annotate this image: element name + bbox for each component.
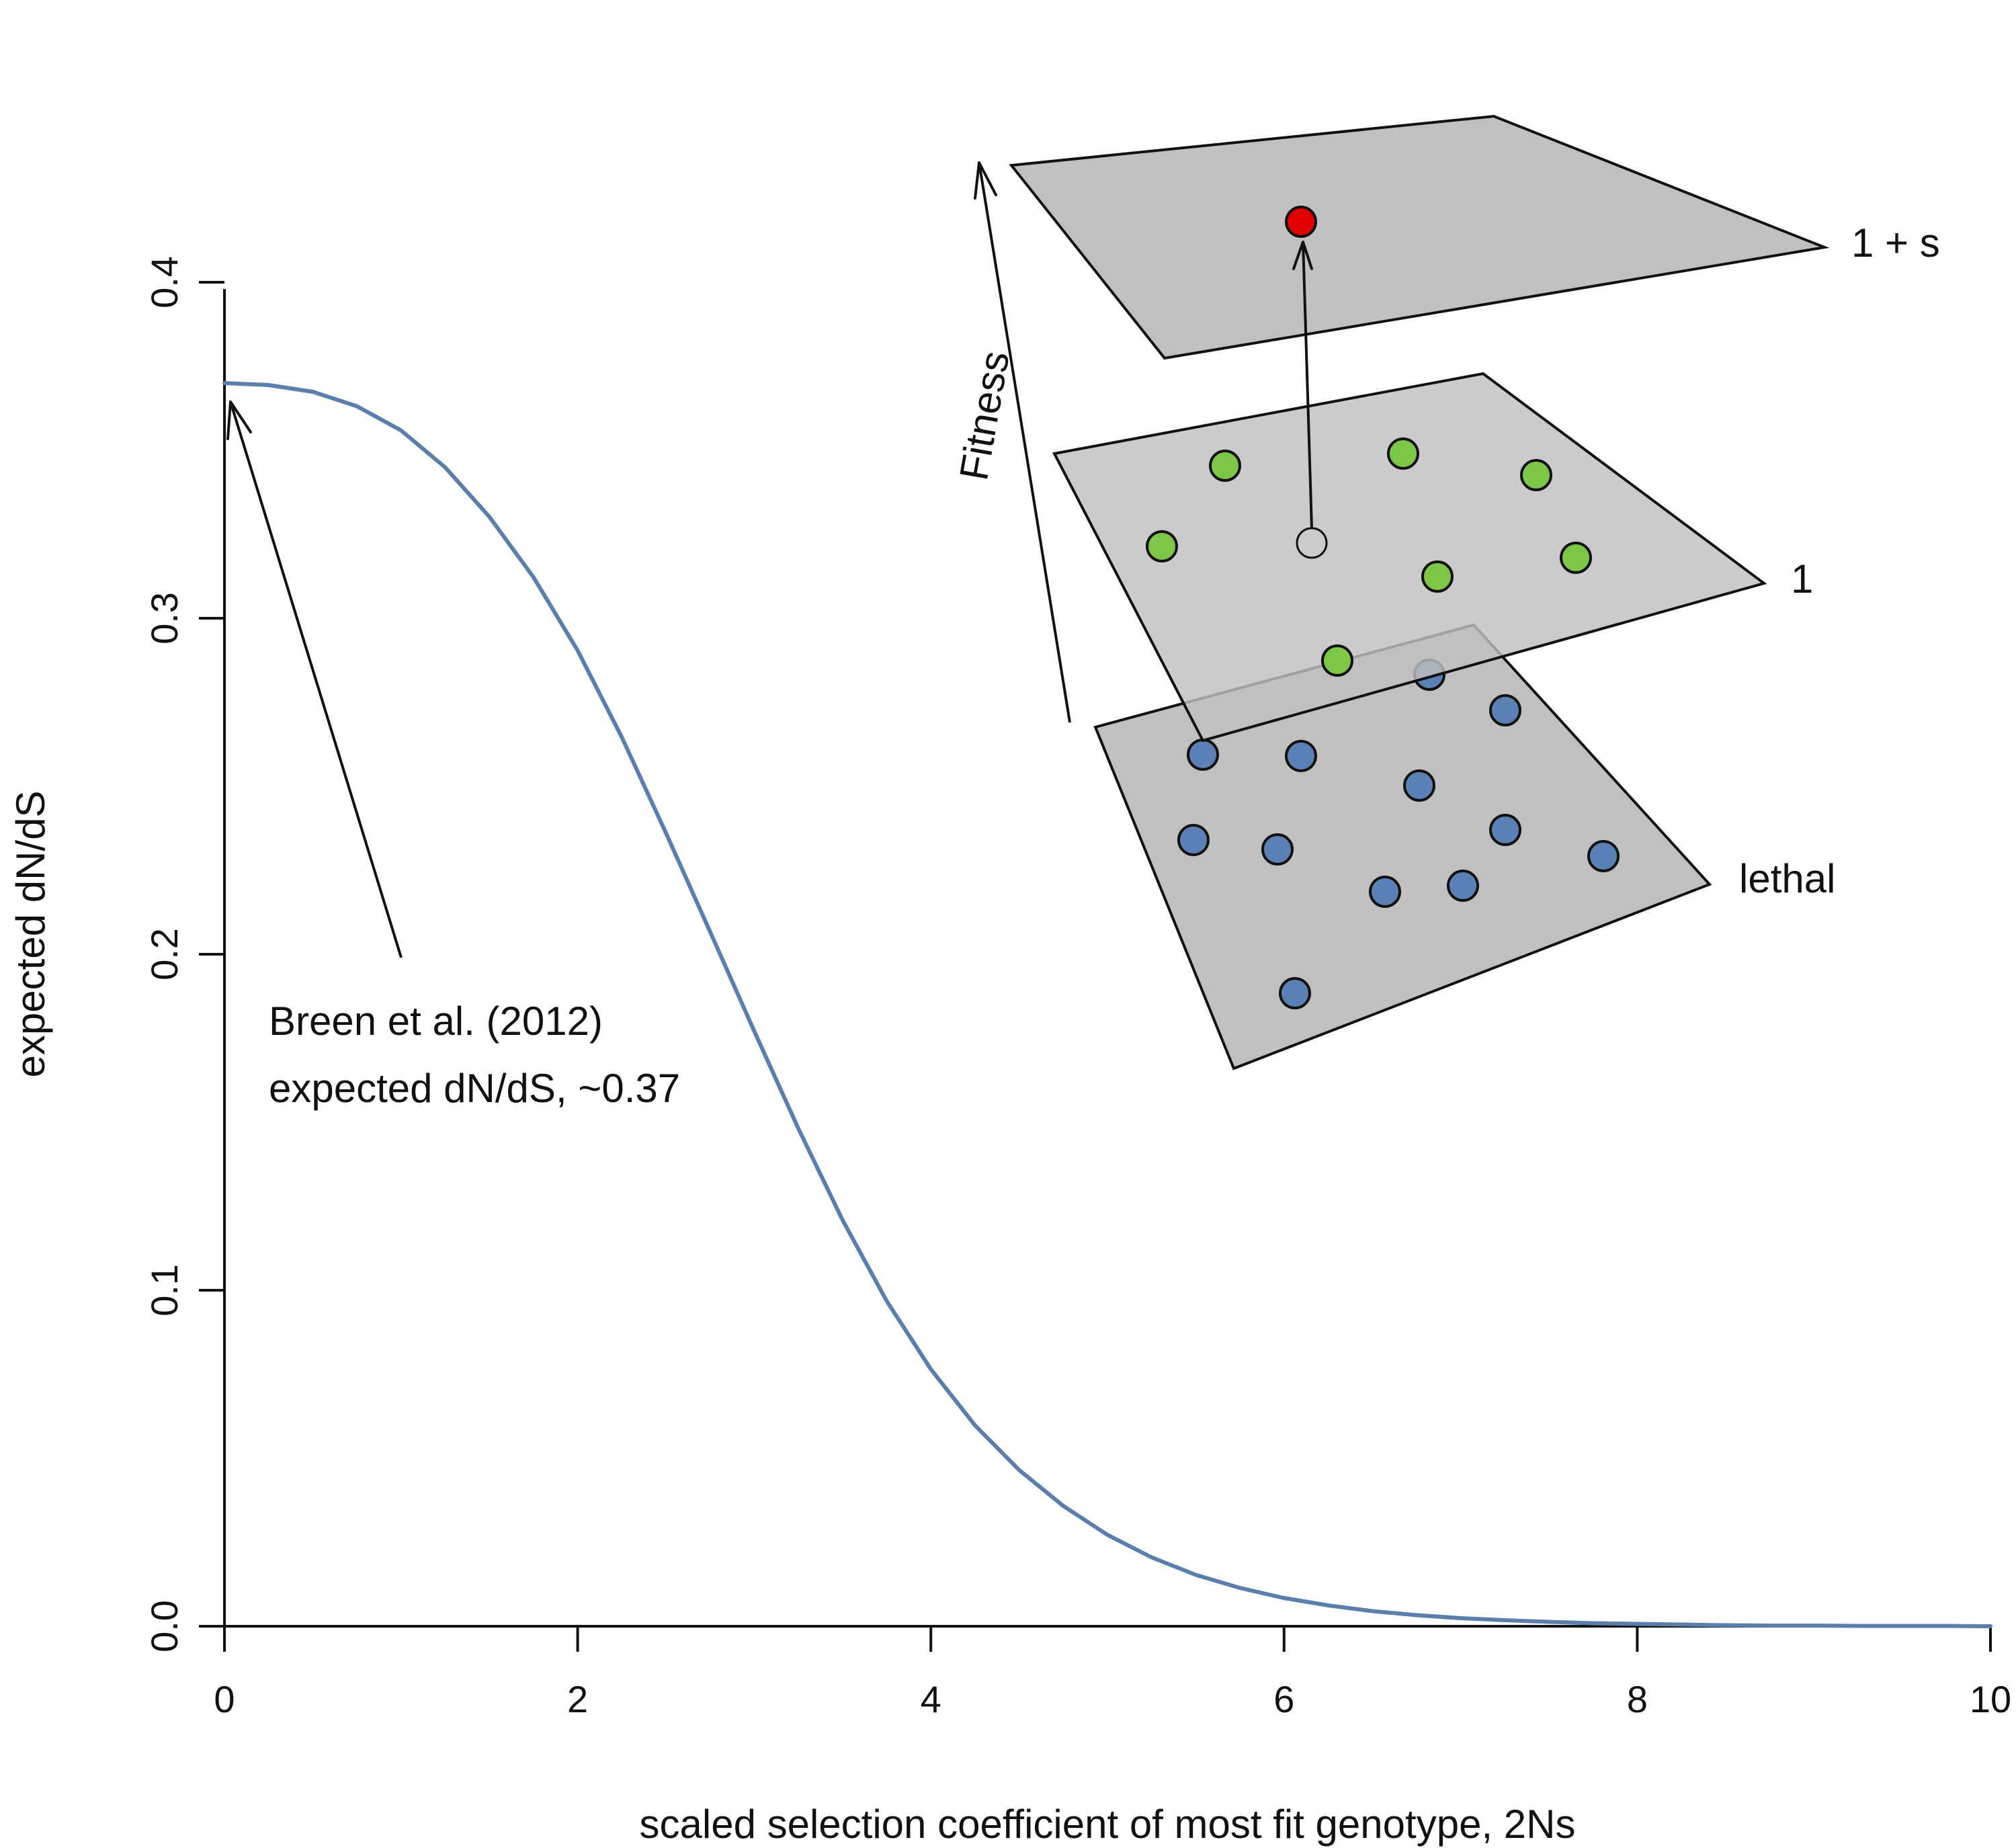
lethal-genotype-dot-5 bbox=[1369, 876, 1401, 908]
main-chart: 0 2 4 6 8 10 0.0 0.1 0.2 0.3 0.4 scaled selection… bbox=[8, 256, 2011, 1847]
fitness-axis-label: Fitness bbox=[951, 347, 1018, 483]
y-tick-label-3: 0.3 bbox=[143, 592, 185, 644]
neutral-genotype-dot-2 bbox=[1520, 459, 1552, 491]
neutral-genotype-dot-4 bbox=[1421, 560, 1454, 593]
x-tick-label-0: 0 bbox=[214, 1678, 235, 1720]
annotation-line-2: expected dN/dS, ~0.37 bbox=[269, 1066, 680, 1111]
lethal-genotype-dot-11 bbox=[1489, 694, 1521, 726]
y-tick-label-4: 0.4 bbox=[143, 256, 185, 308]
neutral-genotype-dot-1 bbox=[1387, 437, 1419, 470]
annotation-arrow-head bbox=[226, 401, 252, 440]
lethal-genotype-dot-6 bbox=[1447, 870, 1479, 902]
mutation-arrow-shaft bbox=[1302, 241, 1313, 529]
lethal-genotype-dot-4 bbox=[1261, 833, 1294, 866]
neutral-genotype-dot-5 bbox=[1560, 542, 1592, 574]
dots-fitness-1 bbox=[1146, 437, 1592, 677]
y-tick-label-0: 0.0 bbox=[143, 1600, 185, 1652]
lethal-genotype-dot-0 bbox=[1187, 739, 1219, 771]
lethal-genotype-dot-9 bbox=[1279, 977, 1311, 1009]
x-tick-label-4: 8 bbox=[1627, 1678, 1648, 1720]
y-tick-label-1: 0.1 bbox=[143, 1264, 185, 1316]
lethal-genotype-dot-7 bbox=[1489, 814, 1521, 846]
plane-fitness-1-plus-s bbox=[1009, 114, 1830, 360]
x-tick-label-5: 10 bbox=[1970, 1678, 2011, 1720]
neutral-genotype-dot-0 bbox=[1209, 450, 1241, 482]
x-tick-label-1: 2 bbox=[567, 1678, 588, 1720]
y-tick-label-2: 0.2 bbox=[143, 928, 185, 980]
fitness-axis-arrow-shaft bbox=[978, 162, 1071, 723]
neutral-genotype-dot-6 bbox=[1321, 644, 1353, 677]
lethal-genotype-dot-8 bbox=[1587, 840, 1620, 872]
annotation-line-1: Breen et al. (2012) bbox=[269, 999, 603, 1044]
layer-label-fitness-1: 1 bbox=[1791, 556, 1813, 601]
x-tick-label-2: 4 bbox=[921, 1678, 941, 1720]
layer-label-lethal: lethal bbox=[1739, 856, 1835, 901]
annotation-arrow-shaft bbox=[229, 401, 403, 958]
y-ticks: 0.0 0.1 0.2 0.3 0.4 bbox=[143, 256, 224, 1652]
lethal-genotype-dot-2 bbox=[1403, 769, 1435, 802]
fitness-landscape-inset: Fitness lethal 1 1 + s bbox=[951, 114, 1940, 1070]
x-axis-title: scaled selection coefficient of most fit… bbox=[640, 1802, 1576, 1847]
dots-lethal bbox=[1177, 659, 1620, 1009]
x-ticks: 0 2 4 6 8 10 bbox=[214, 1626, 2011, 1720]
dnds-curve bbox=[222, 381, 1992, 1628]
mutation-arrow-head bbox=[1292, 241, 1313, 270]
y-axis-title: expected dN/dS bbox=[8, 791, 53, 1078]
fitness-axis-arrow-head bbox=[974, 161, 997, 200]
neutral-genotype-dot-3 bbox=[1146, 530, 1178, 562]
most-fit-genotype-dot bbox=[1285, 206, 1317, 238]
x-tick-label-3: 6 bbox=[1273, 1678, 1294, 1720]
lethal-genotype-dot-1 bbox=[1285, 740, 1317, 772]
lethal-genotype-dot-3 bbox=[1177, 824, 1210, 856]
layer-label-fitness-1-plus-s: 1 + s bbox=[1851, 220, 1940, 265]
